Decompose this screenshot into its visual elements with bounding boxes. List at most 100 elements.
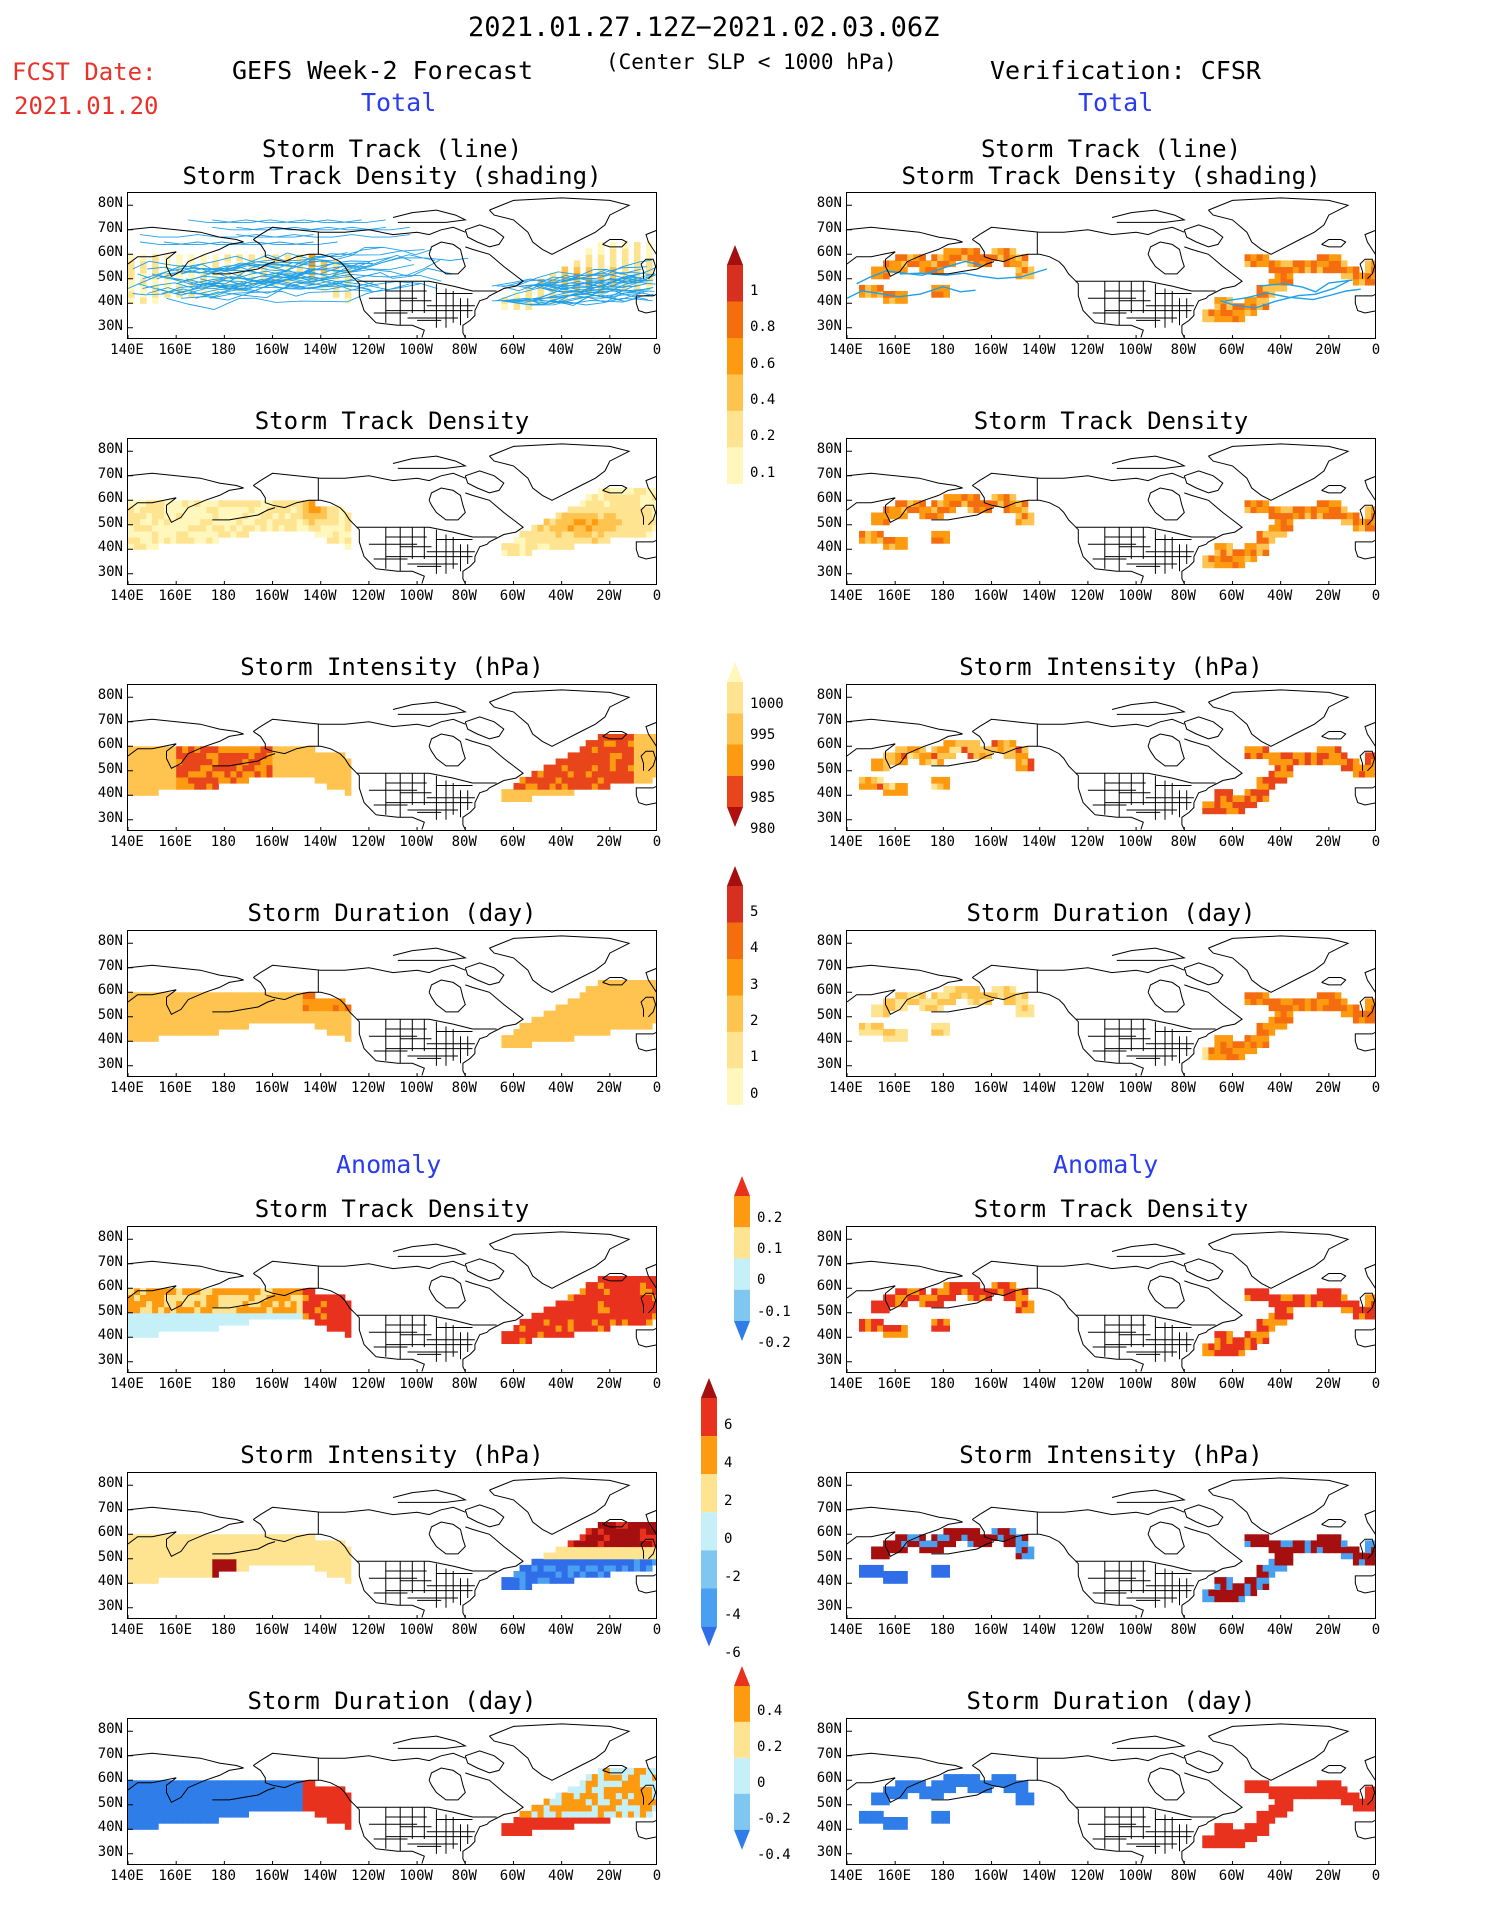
data-cell xyxy=(1365,1540,1372,1547)
data-cell xyxy=(1257,1035,1264,1042)
data-cell xyxy=(327,1793,334,1800)
data-cell xyxy=(309,746,316,753)
data-cell xyxy=(1269,1023,1276,1030)
data-cell xyxy=(1022,519,1029,526)
data-cell xyxy=(598,1319,605,1326)
data-cell xyxy=(1239,1054,1246,1061)
data-cell xyxy=(273,1805,280,1812)
data-cell xyxy=(919,998,926,1005)
data-cell xyxy=(1251,1835,1258,1842)
data-cell xyxy=(1341,506,1348,513)
data-cell xyxy=(230,1547,237,1554)
data-cell xyxy=(574,1571,581,1578)
data-cell xyxy=(170,777,177,784)
data-cell xyxy=(140,519,147,526)
data-cell xyxy=(580,1534,587,1541)
data-cell xyxy=(170,1805,177,1812)
lon-label: 80W xyxy=(442,1622,486,1638)
data-cell xyxy=(1311,1540,1318,1547)
data-cell xyxy=(592,740,599,747)
data-cell xyxy=(622,1780,629,1787)
data-cell xyxy=(574,531,581,538)
lon-label: 140W xyxy=(298,1622,342,1638)
data-cell xyxy=(182,765,189,772)
data-cell xyxy=(333,1005,340,1012)
data-cell xyxy=(224,771,231,778)
data-cell xyxy=(1263,1035,1270,1042)
data-cell xyxy=(514,1029,521,1036)
data-cell xyxy=(550,1023,557,1030)
data-cell xyxy=(158,777,165,784)
data-cell xyxy=(562,1559,569,1566)
data-cell xyxy=(273,752,280,759)
data-cell xyxy=(1299,1793,1306,1800)
data-cell xyxy=(943,1780,950,1787)
data-cell xyxy=(140,1035,147,1042)
data-cell xyxy=(652,1805,657,1812)
data-cell xyxy=(526,1331,533,1338)
data-cell xyxy=(140,254,147,261)
data-cell xyxy=(182,777,189,784)
data-cell xyxy=(1245,1823,1252,1830)
data-cell xyxy=(1220,1596,1227,1603)
lat-label: 80N xyxy=(802,1721,842,1737)
data-cell xyxy=(871,1023,878,1030)
lon-label: 100W xyxy=(394,1622,438,1638)
data-cell xyxy=(194,1319,201,1326)
data-cell xyxy=(931,1294,938,1301)
data-cell xyxy=(1323,254,1330,261)
data-cell xyxy=(628,1565,635,1572)
data-cell xyxy=(889,1786,896,1793)
data-cell xyxy=(1016,519,1023,526)
data-cell xyxy=(1004,1282,1011,1289)
data-cell xyxy=(949,1288,956,1295)
data-cell xyxy=(646,740,653,747)
data-cell xyxy=(1220,1823,1227,1830)
coastline xyxy=(1148,980,1184,1012)
data-cell xyxy=(206,1553,213,1560)
lon-label: 180 xyxy=(201,834,245,850)
data-cell xyxy=(1251,1331,1258,1338)
data-cell xyxy=(544,765,551,772)
data-cell xyxy=(164,1294,171,1301)
data-cell xyxy=(134,1565,141,1572)
data-cell xyxy=(321,1805,328,1812)
lat-label: 30N xyxy=(83,318,123,334)
data-cell xyxy=(913,506,920,513)
data-cell xyxy=(285,759,292,766)
data-cell xyxy=(592,1559,599,1566)
data-cell xyxy=(937,1571,944,1578)
data-cell xyxy=(309,1301,316,1308)
data-cell xyxy=(974,752,981,759)
data-cell xyxy=(1220,555,1227,562)
data-cell xyxy=(616,531,623,538)
data-cell xyxy=(1251,992,1258,999)
data-cell xyxy=(640,986,647,993)
data-cell xyxy=(297,1793,304,1800)
data-cell xyxy=(1022,267,1029,274)
data-cell xyxy=(339,783,346,790)
data-cell xyxy=(1275,531,1282,538)
data-cell xyxy=(1275,1805,1282,1812)
data-cell xyxy=(1233,1343,1240,1350)
lon-label: 20W xyxy=(587,1376,631,1392)
data-cell xyxy=(297,1553,304,1560)
data-cell xyxy=(931,1325,938,1332)
data-cell xyxy=(634,765,641,772)
data-cell xyxy=(877,1319,884,1326)
data-cell xyxy=(538,777,545,784)
data-cell xyxy=(520,1331,527,1338)
data-cell xyxy=(1269,771,1276,778)
data-cell xyxy=(980,1780,987,1787)
data-cell xyxy=(562,1553,569,1560)
data-cell xyxy=(170,506,177,513)
data-cell xyxy=(532,1817,539,1824)
lon-label: 160W xyxy=(250,1622,294,1638)
data-cell xyxy=(1263,795,1270,802)
data-cell xyxy=(628,1547,635,1554)
data-cell xyxy=(1257,1571,1264,1578)
data-cell xyxy=(1317,1786,1324,1793)
data-cell xyxy=(273,506,280,513)
data-cell xyxy=(937,759,944,766)
data-cell xyxy=(146,1017,153,1024)
